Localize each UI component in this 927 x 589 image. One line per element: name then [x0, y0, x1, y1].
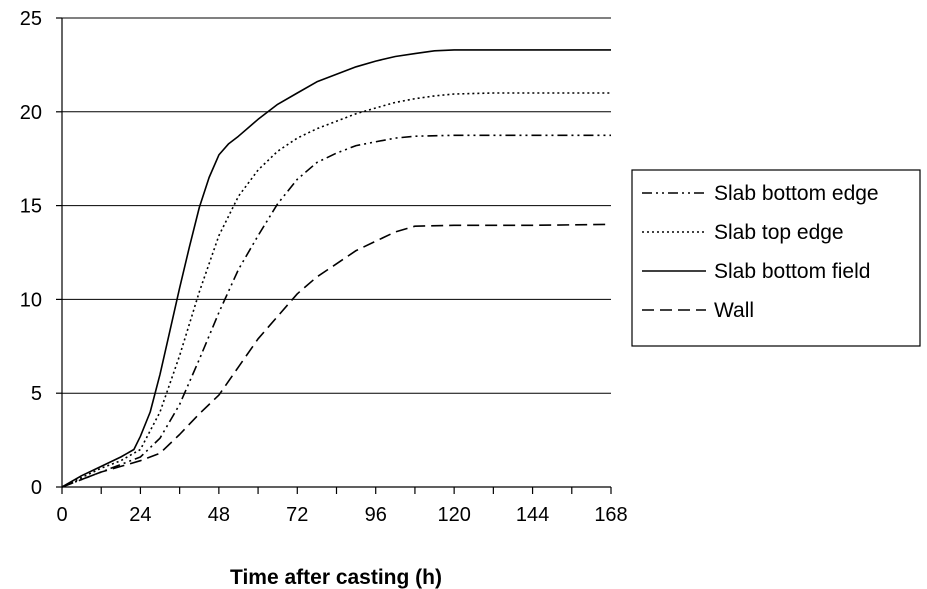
series-lines [61, 49, 612, 488]
y-tick-label-15: 15 [20, 196, 42, 218]
y-tick-label-20: 20 [20, 102, 42, 124]
y-tick-label-0: 0 [31, 477, 42, 499]
legend-label-slab-bottom-edge: Slab bottom edge [714, 182, 879, 205]
series-line-slab-bottom-edge [61, 134, 611, 488]
x-ticks: 0 24 48 72 96 120 144 168 [56, 487, 628, 526]
x-tick-label-0: 0 [56, 504, 67, 526]
grid [62, 17, 611, 394]
legend-label-slab-top-edge: Slab top edge [714, 221, 844, 244]
legend-label-slab-bottom-field: Slab bottom field [714, 260, 870, 283]
y-tick-label-25: 25 [20, 8, 42, 30]
x-tick-label-120: 120 [437, 504, 470, 526]
series-line-wall [61, 223, 612, 488]
y-tick-label-5: 5 [31, 383, 42, 405]
x-tick-label-72: 72 [286, 504, 308, 526]
series-line-slab-top-edge [61, 92, 611, 488]
y-ticks: 0 5 10 15 20 25 [20, 8, 62, 499]
x-tick-label-24: 24 [129, 504, 151, 526]
x-tick-label-96: 96 [365, 504, 387, 526]
x-axis-title: Time after casting (h) [230, 566, 442, 589]
x-tick-label-144: 144 [516, 504, 549, 526]
x-tick-label-48: 48 [208, 504, 230, 526]
series-line-slab-bottom-field [61, 49, 611, 488]
y-tick-label-10: 10 [20, 289, 42, 311]
legend: Slab bottom edge Slab top edge Slab bottom… [631, 169, 921, 347]
x-tick-label-168: 168 [594, 504, 627, 526]
legend-label-wall: Wall [714, 299, 754, 322]
legend-box [631, 169, 921, 347]
